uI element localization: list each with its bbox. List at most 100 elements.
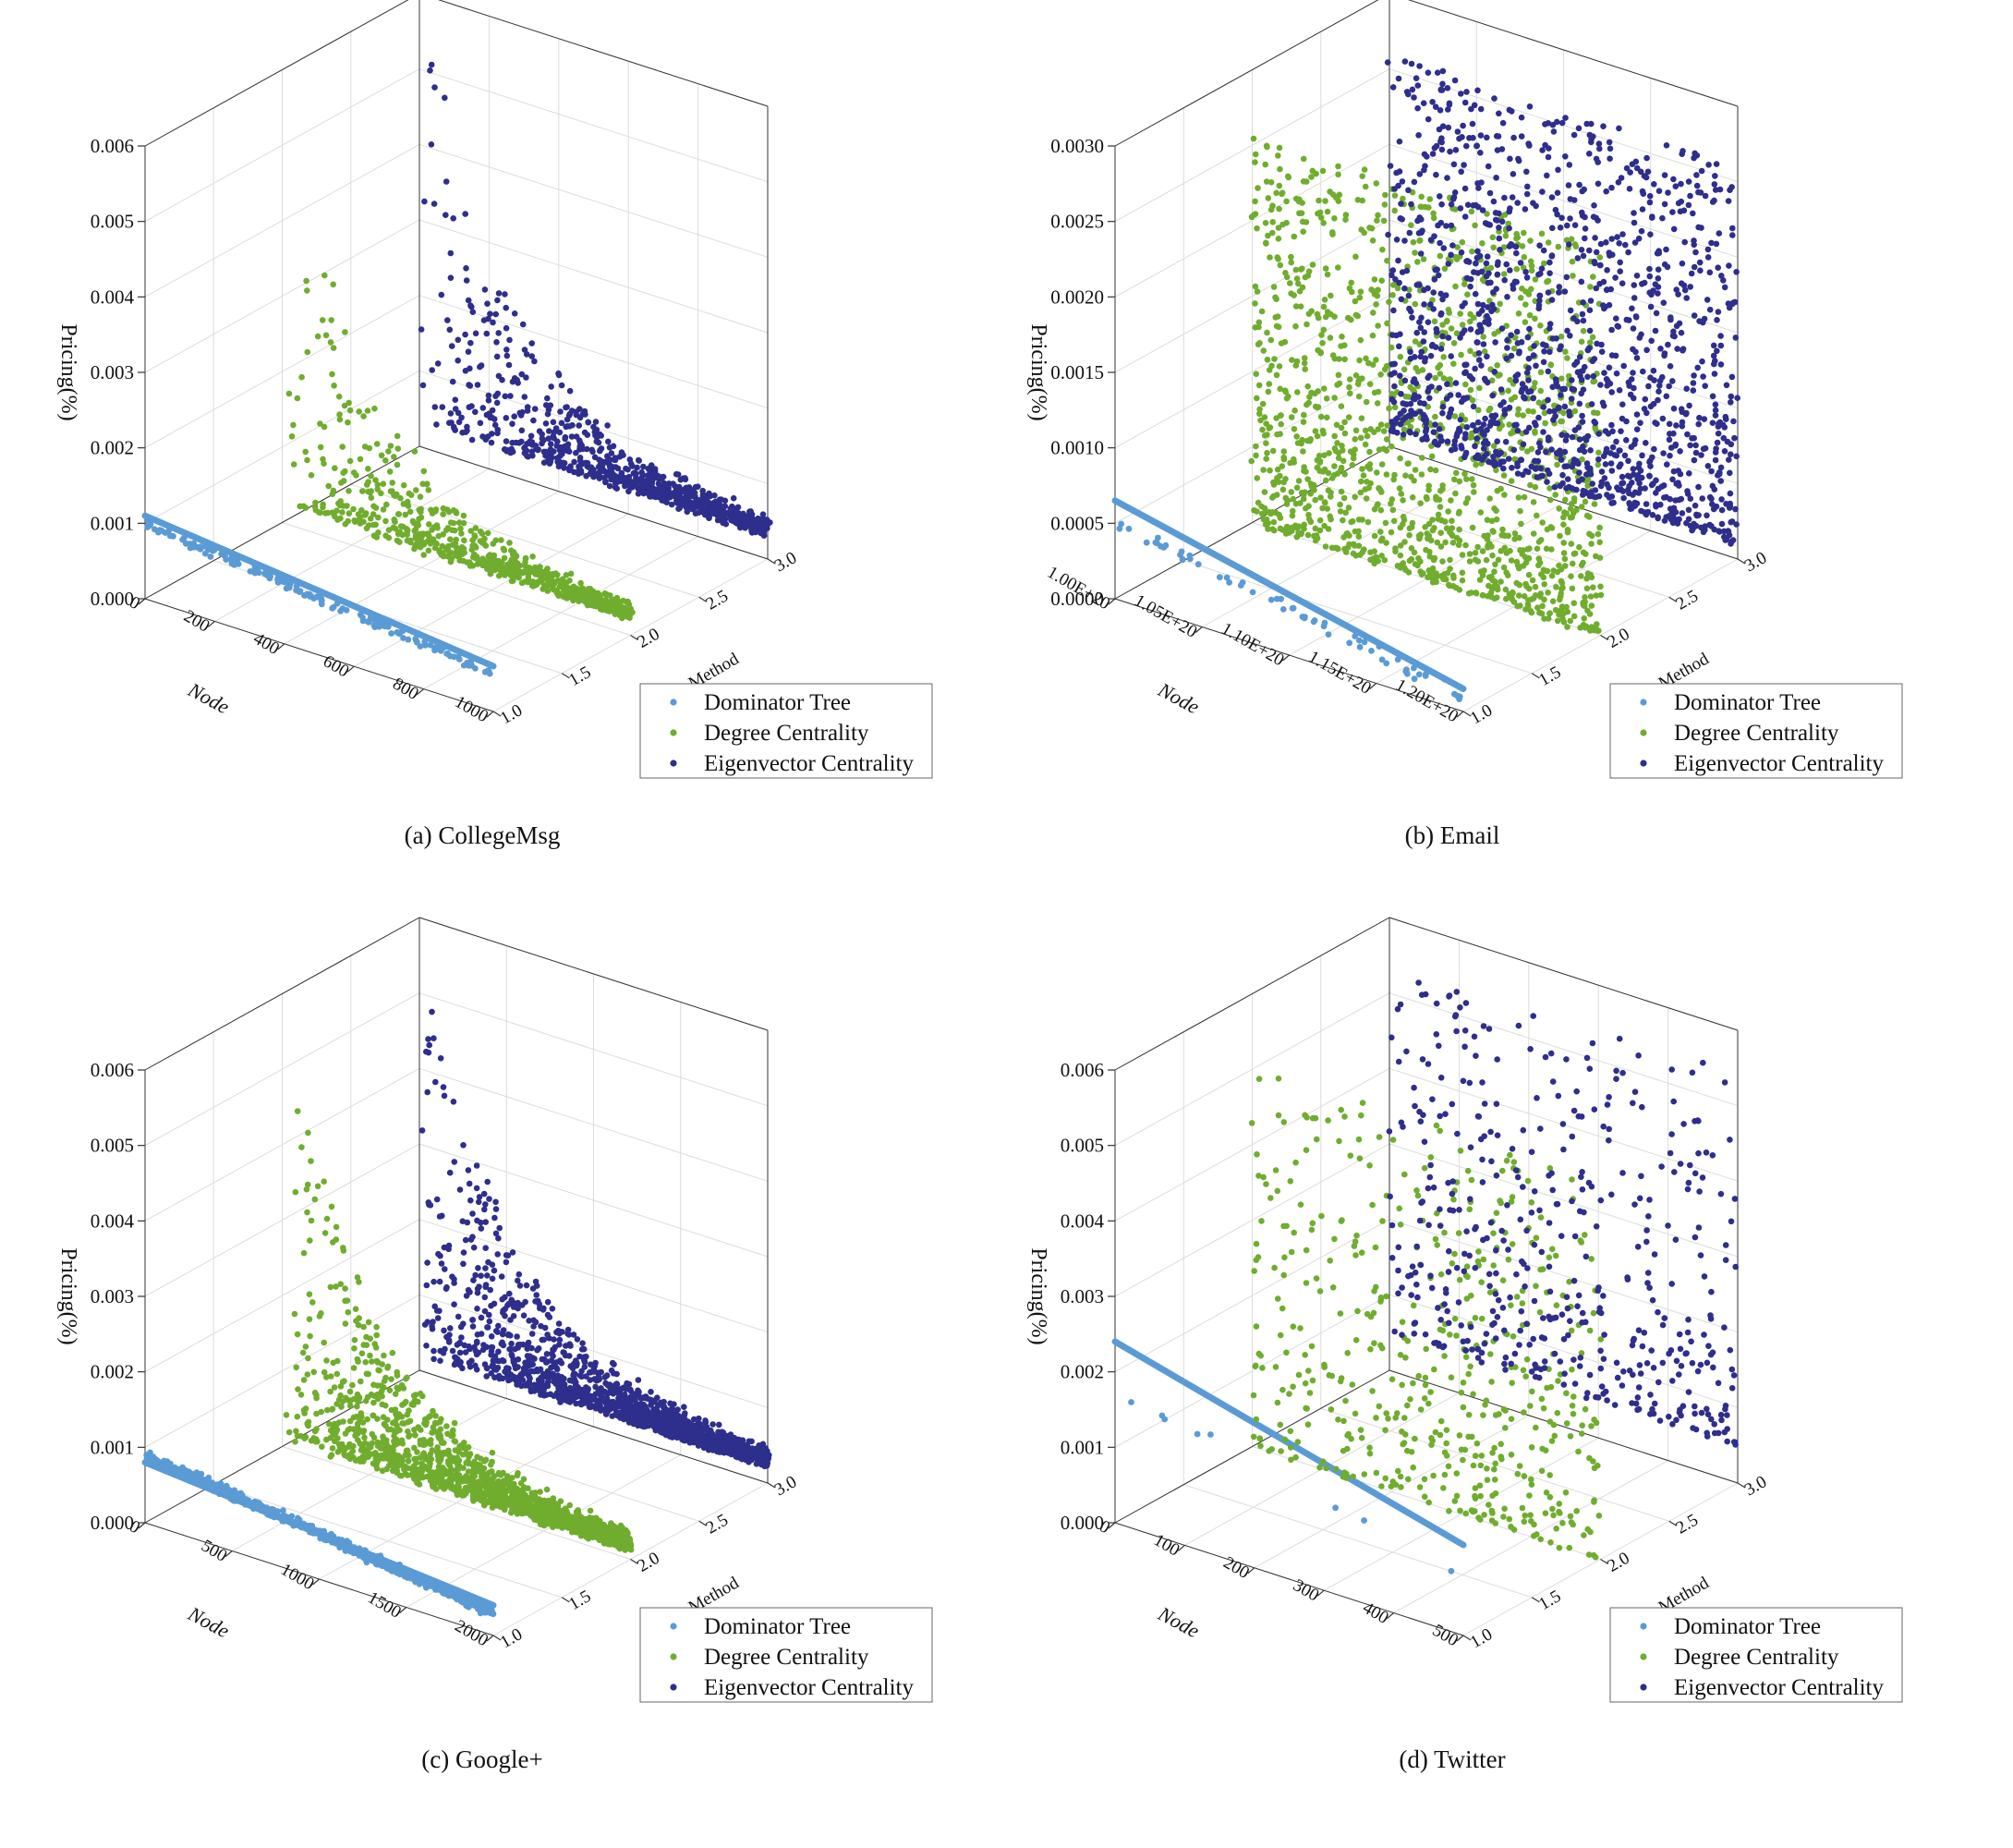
data-point xyxy=(1410,386,1416,394)
data-point xyxy=(1431,318,1438,325)
data-point xyxy=(1345,314,1352,322)
data-point xyxy=(339,509,346,516)
data-point xyxy=(1352,311,1360,319)
data-point xyxy=(455,336,462,344)
data-point xyxy=(1291,292,1297,298)
data-point xyxy=(1545,590,1551,596)
data-point xyxy=(340,469,347,476)
grid-line xyxy=(438,0,769,107)
z-tick-label: 0.0005 xyxy=(1050,512,1104,534)
data-point xyxy=(1355,533,1363,540)
data-point xyxy=(428,538,435,544)
data-point xyxy=(673,488,681,495)
data-point xyxy=(1609,251,1616,259)
y-tick xyxy=(698,596,708,602)
data-point xyxy=(444,553,452,560)
data-point xyxy=(540,574,547,581)
data-point xyxy=(1733,453,1740,460)
data-point xyxy=(1727,187,1733,193)
data-point xyxy=(1699,358,1705,365)
data-point xyxy=(373,534,381,541)
data-point xyxy=(350,505,357,513)
data-point xyxy=(1715,264,1721,272)
data-point xyxy=(1514,200,1521,206)
data-point xyxy=(382,457,389,464)
data-point xyxy=(452,396,459,404)
data-point xyxy=(1715,430,1722,437)
data-point xyxy=(1428,343,1436,349)
data-point xyxy=(1396,279,1402,286)
data-point xyxy=(1494,217,1501,224)
data-point xyxy=(1526,325,1533,333)
data-point xyxy=(1465,590,1473,597)
data-point xyxy=(427,67,433,74)
data-point xyxy=(1679,422,1686,430)
data-point xyxy=(1702,383,1708,390)
data-point xyxy=(675,495,683,502)
data-point xyxy=(1341,471,1348,478)
data-point xyxy=(1629,161,1636,167)
data-point xyxy=(1540,247,1547,254)
data-point xyxy=(1640,368,1646,375)
data-point xyxy=(1661,352,1667,359)
data-point xyxy=(1687,284,1693,290)
data-point xyxy=(1388,529,1395,536)
data-point xyxy=(1461,281,1468,287)
data-point xyxy=(1263,142,1270,150)
data-point xyxy=(1533,362,1539,370)
data-point xyxy=(372,616,380,624)
data-point xyxy=(404,537,411,544)
data-point xyxy=(407,492,415,498)
data-point xyxy=(1575,460,1582,468)
data-point xyxy=(1629,480,1635,486)
data-point xyxy=(1566,162,1573,168)
data-point xyxy=(610,476,616,482)
data-point xyxy=(402,511,409,518)
data-point xyxy=(1263,440,1269,447)
data-point xyxy=(1458,249,1465,256)
data-point xyxy=(1322,198,1328,204)
data-point xyxy=(1394,656,1401,663)
data-point xyxy=(1558,392,1564,398)
data-point xyxy=(1271,356,1278,362)
data-point xyxy=(1346,532,1352,539)
data-point xyxy=(1461,370,1468,377)
data-point xyxy=(1522,468,1530,475)
data-point xyxy=(1523,190,1531,198)
data-point xyxy=(509,574,515,580)
data-point xyxy=(1276,182,1283,189)
data-point xyxy=(529,578,537,585)
data-point xyxy=(1513,265,1521,273)
data-point xyxy=(1592,419,1599,427)
data-point xyxy=(1554,461,1560,468)
data-point xyxy=(1564,222,1570,229)
data-point xyxy=(1401,377,1409,384)
data-point xyxy=(435,532,443,540)
data-point xyxy=(618,449,625,456)
data-point xyxy=(1337,508,1344,515)
data-point xyxy=(1255,185,1261,191)
data-point xyxy=(450,215,457,222)
data-point xyxy=(494,390,502,397)
data-point xyxy=(1551,483,1558,491)
data-point xyxy=(1603,286,1610,294)
data-point xyxy=(1663,246,1669,253)
data-point xyxy=(1389,332,1396,338)
data-point xyxy=(1359,173,1365,179)
z-tick-label: 0.003 xyxy=(91,1285,134,1307)
data-point xyxy=(566,410,574,418)
data-point xyxy=(345,419,351,426)
data-point xyxy=(612,484,619,491)
data-point xyxy=(1302,366,1308,372)
data-point xyxy=(1356,552,1364,558)
y-tick-label: 2.0 xyxy=(635,625,663,652)
data-point xyxy=(210,547,217,554)
data-point xyxy=(1474,87,1481,94)
data-point xyxy=(654,472,661,480)
data-point xyxy=(494,297,501,304)
data-point xyxy=(361,444,369,450)
data-point xyxy=(1515,494,1522,501)
data-point xyxy=(1416,63,1423,69)
data-point xyxy=(1486,189,1494,197)
